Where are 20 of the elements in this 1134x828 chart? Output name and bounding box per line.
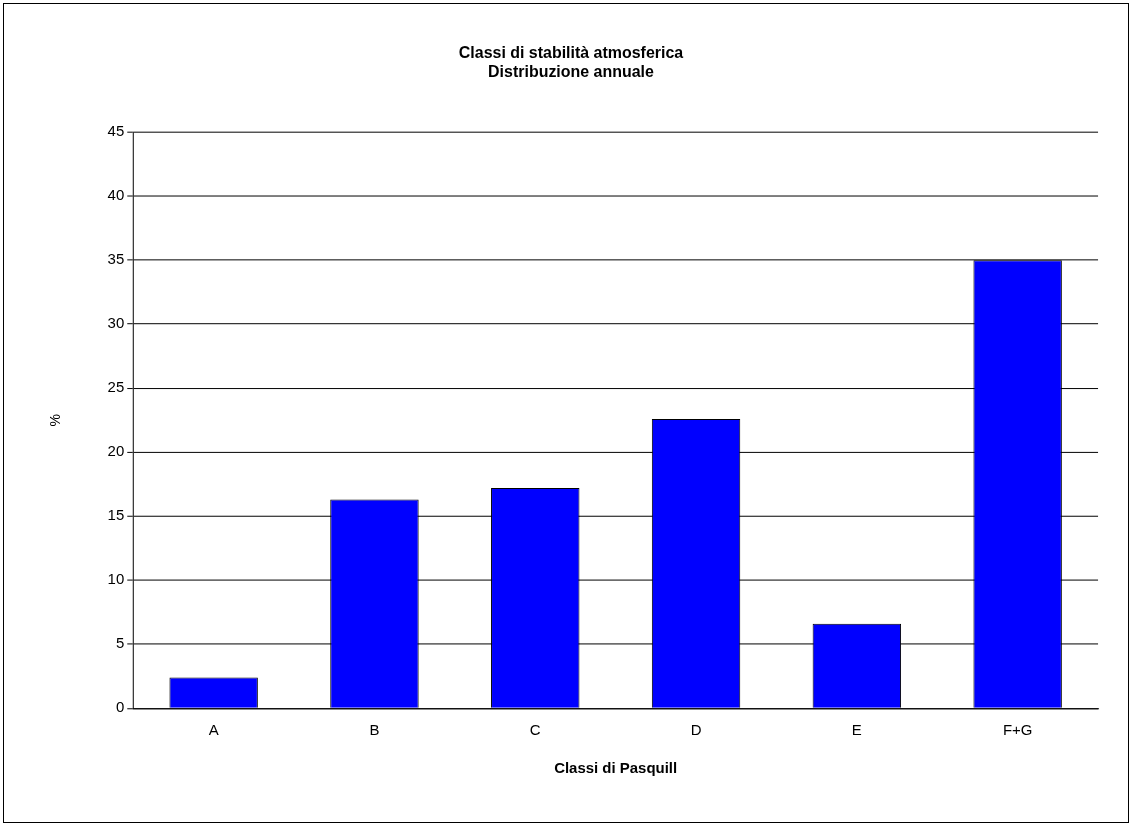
text: Distribuzione annuale (488, 63, 654, 81)
text: Classi di stabilità atmosferica (458, 43, 684, 61)
y-tick-label: 5 (115, 634, 125, 652)
x-axis-title: Classi di Pasquill (554, 759, 678, 777)
x-tick-label: B (369, 721, 380, 739)
y-tick-label: 15 (107, 506, 125, 524)
y-tick-label: 10 (107, 570, 125, 588)
y-tick-label: 0 (115, 698, 125, 716)
x-tick-label: C (529, 721, 541, 739)
y-tick-label: 45 (107, 122, 125, 140)
x-tick-label: D (690, 721, 702, 739)
y-tick-label: 20 (107, 442, 125, 460)
x-tick-label: A (208, 721, 219, 739)
y-tick-label: 30 (107, 314, 125, 332)
x-tick-label: F+G (1002, 721, 1033, 739)
x-tick-label: E (851, 721, 862, 739)
y-tick-label: 25 (107, 378, 125, 396)
y-tick-label: 40 (107, 186, 125, 204)
y-axis-title: % (47, 413, 64, 427)
y-tick-label: 35 (107, 250, 125, 268)
